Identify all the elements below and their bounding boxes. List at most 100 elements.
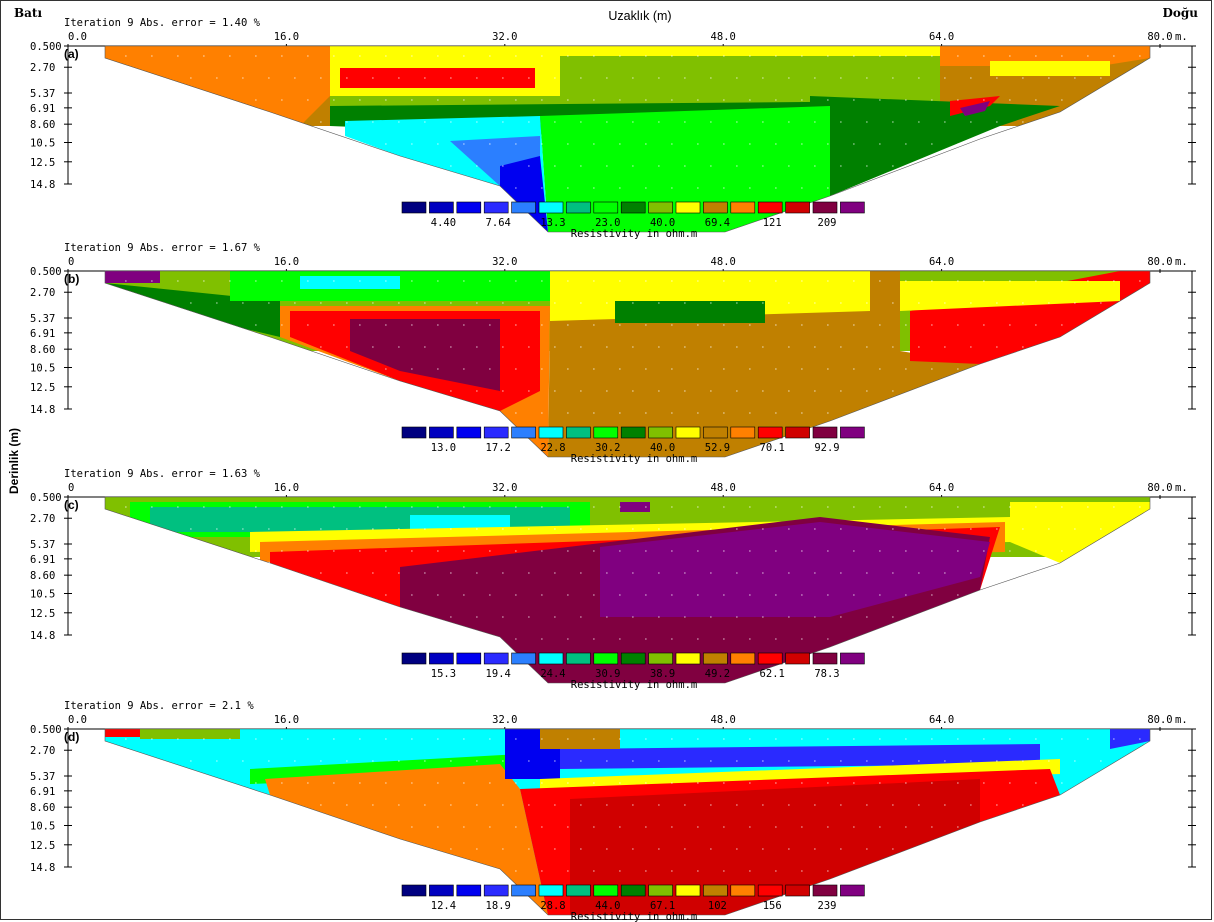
datum-point [463, 550, 465, 552]
datum-point [1048, 572, 1050, 574]
datum-point [749, 870, 751, 872]
datum-point [801, 99, 803, 101]
legend-swatch [730, 652, 756, 665]
legend-value: 40.0 [650, 442, 675, 454]
datum-point [749, 324, 751, 326]
datum-point [320, 660, 322, 662]
datum-point [1139, 143, 1141, 145]
datum-point [242, 165, 244, 167]
datum-point [216, 616, 218, 618]
datum-point [1035, 55, 1037, 57]
datum-point [697, 870, 699, 872]
datum-point [541, 638, 543, 640]
datum-point [411, 550, 413, 552]
section-outline [104, 728, 1151, 916]
legend-swatch [483, 201, 509, 214]
datum-point [1126, 165, 1128, 167]
datum-point [216, 892, 218, 894]
datum-point [879, 280, 881, 282]
datum-point [801, 782, 803, 784]
datum-point [1022, 390, 1024, 392]
datum-point [879, 99, 881, 101]
datum-point [606, 121, 608, 123]
datum-point [411, 826, 413, 828]
datum-point [138, 165, 140, 167]
datum-point [801, 638, 803, 640]
legend-swatch [812, 426, 838, 439]
datum-point [944, 165, 946, 167]
y-tick-label: 6.91 [30, 103, 55, 115]
datum-point [177, 324, 179, 326]
datum-point [905, 638, 907, 640]
datum-point [437, 738, 439, 740]
datum-point [528, 848, 530, 850]
datum-point [333, 638, 335, 640]
datum-point [853, 55, 855, 57]
legend-swatch [812, 884, 838, 897]
datum-point [359, 870, 361, 872]
datum-point [164, 165, 166, 167]
datum-point [892, 434, 894, 436]
datum-point [541, 412, 543, 414]
datum-point [853, 99, 855, 101]
distance-axis-title: Uzaklık (m) [608, 9, 671, 23]
datum-point [463, 738, 465, 740]
datum-point [1113, 826, 1115, 828]
resistivity-region [105, 729, 140, 737]
datum-point [996, 660, 998, 662]
datum-point [515, 594, 517, 596]
legend-swatch [620, 884, 646, 897]
datum-point [567, 826, 569, 828]
legend-swatch [648, 884, 673, 897]
datum-point [294, 760, 296, 762]
datum-point [346, 572, 348, 574]
datum-point [138, 528, 140, 530]
datum-point [931, 324, 933, 326]
datum-point [697, 550, 699, 552]
datum-point [164, 572, 166, 574]
y-tick-label: 0.500 [30, 492, 62, 504]
datum-point [151, 826, 153, 828]
datum-point [970, 302, 972, 304]
datum-point [658, 572, 660, 574]
datum-point [944, 848, 946, 850]
datum-point [983, 550, 985, 552]
datum-point [892, 346, 894, 348]
datum-point [1009, 506, 1011, 508]
datum-point [372, 121, 374, 123]
datum-point [528, 804, 530, 806]
datum-point [814, 616, 816, 618]
datum-point [1087, 280, 1089, 282]
datum-point [515, 506, 517, 508]
datum-point [1061, 368, 1063, 370]
datum-point [918, 804, 920, 806]
legend-swatch [483, 884, 509, 897]
datum-point [723, 412, 725, 414]
datum-point [853, 187, 855, 189]
datum-point [905, 187, 907, 189]
datum-point [151, 638, 153, 640]
datum-point [632, 616, 634, 618]
datum-point [957, 782, 959, 784]
datum-point [411, 782, 413, 784]
datum-point [294, 616, 296, 618]
datum-point [606, 165, 608, 167]
y-tick-label: 10.5 [30, 821, 55, 833]
datum-point [671, 782, 673, 784]
legend-swatch [429, 426, 454, 439]
datum-point [268, 434, 270, 436]
datum-point [164, 390, 166, 392]
datum-point [879, 187, 881, 189]
datum-point [762, 302, 764, 304]
datum-point [996, 346, 998, 348]
datum-point [840, 616, 842, 618]
datum-point [775, 412, 777, 414]
datum-point [1035, 187, 1037, 189]
datum-point [177, 594, 179, 596]
resistivity-region [540, 106, 830, 232]
resistivity-region [500, 156, 548, 232]
datum-point [944, 528, 946, 530]
legend-value: 12.4 [431, 900, 456, 912]
datum-point [307, 506, 309, 508]
datum-point [1113, 280, 1115, 282]
